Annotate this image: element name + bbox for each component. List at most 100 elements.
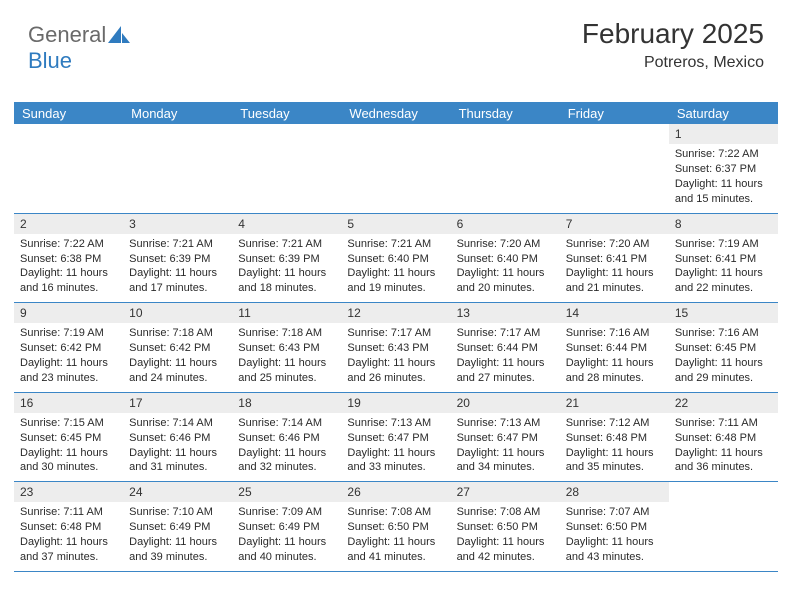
day-number: 9 xyxy=(14,303,123,323)
day-cell: 10Sunrise: 7:18 AMSunset: 6:42 PMDayligh… xyxy=(123,303,232,392)
daylight-line: Daylight: 11 hours and 27 minutes. xyxy=(457,356,554,386)
sunset-line: Sunset: 6:49 PM xyxy=(238,520,335,535)
day-number: 5 xyxy=(341,214,450,234)
day-number: 25 xyxy=(232,482,341,502)
day-cell: 3Sunrise: 7:21 AMSunset: 6:39 PMDaylight… xyxy=(123,214,232,303)
sunrise-line: Sunrise: 7:20 AM xyxy=(457,237,554,252)
sunset-line: Sunset: 6:49 PM xyxy=(129,520,226,535)
day-cell: 7Sunrise: 7:20 AMSunset: 6:41 PMDaylight… xyxy=(560,214,669,303)
sunrise-line: Sunrise: 7:17 AM xyxy=(457,326,554,341)
daylight-line: Daylight: 11 hours and 28 minutes. xyxy=(566,356,663,386)
week-row: 16Sunrise: 7:15 AMSunset: 6:45 PMDayligh… xyxy=(14,393,778,483)
day-number: 12 xyxy=(341,303,450,323)
sunset-line: Sunset: 6:48 PM xyxy=(675,431,772,446)
daylight-line: Daylight: 11 hours and 29 minutes. xyxy=(675,356,772,386)
day-cell: 14Sunrise: 7:16 AMSunset: 6:44 PMDayligh… xyxy=(560,303,669,392)
day-number: 19 xyxy=(341,393,450,413)
sunrise-line: Sunrise: 7:22 AM xyxy=(675,147,772,162)
day-number: 6 xyxy=(451,214,560,234)
week-row: 2Sunrise: 7:22 AMSunset: 6:38 PMDaylight… xyxy=(14,214,778,304)
location-label: Potreros, Mexico xyxy=(582,54,764,72)
day-number: 18 xyxy=(232,393,341,413)
day-cell: 12Sunrise: 7:17 AMSunset: 6:43 PMDayligh… xyxy=(341,303,450,392)
daylight-line: Daylight: 11 hours and 34 minutes. xyxy=(457,446,554,476)
day-number: 20 xyxy=(451,393,560,413)
sunrise-line: Sunrise: 7:08 AM xyxy=(347,505,444,520)
daylight-line: Daylight: 11 hours and 32 minutes. xyxy=(238,446,335,476)
sunrise-line: Sunrise: 7:19 AM xyxy=(20,326,117,341)
sunrise-line: Sunrise: 7:12 AM xyxy=(566,416,663,431)
day-number: 7 xyxy=(560,214,669,234)
day-cell xyxy=(232,124,341,213)
day-cell xyxy=(123,124,232,213)
sunrise-line: Sunrise: 7:16 AM xyxy=(566,326,663,341)
day-number: 8 xyxy=(669,214,778,234)
sunset-line: Sunset: 6:40 PM xyxy=(457,252,554,267)
sunset-line: Sunset: 6:48 PM xyxy=(566,431,663,446)
day-cell: 27Sunrise: 7:08 AMSunset: 6:50 PMDayligh… xyxy=(451,482,560,571)
sunset-line: Sunset: 6:46 PM xyxy=(129,431,226,446)
daylight-line: Daylight: 11 hours and 41 minutes. xyxy=(347,535,444,565)
daylight-line: Daylight: 11 hours and 18 minutes. xyxy=(238,266,335,296)
day-cell: 18Sunrise: 7:14 AMSunset: 6:46 PMDayligh… xyxy=(232,393,341,482)
weekday-header: Sunday xyxy=(14,106,123,121)
day-cell: 24Sunrise: 7:10 AMSunset: 6:49 PMDayligh… xyxy=(123,482,232,571)
sunrise-line: Sunrise: 7:21 AM xyxy=(129,237,226,252)
daylight-line: Daylight: 11 hours and 23 minutes. xyxy=(20,356,117,386)
day-number: 24 xyxy=(123,482,232,502)
sunrise-line: Sunrise: 7:18 AM xyxy=(238,326,335,341)
sunset-line: Sunset: 6:42 PM xyxy=(129,341,226,356)
day-cell: 6Sunrise: 7:20 AMSunset: 6:40 PMDaylight… xyxy=(451,214,560,303)
sunrise-line: Sunrise: 7:16 AM xyxy=(675,326,772,341)
sunset-line: Sunset: 6:45 PM xyxy=(20,431,117,446)
daylight-line: Daylight: 11 hours and 43 minutes. xyxy=(566,535,663,565)
day-cell xyxy=(341,124,450,213)
daylight-line: Daylight: 11 hours and 25 minutes. xyxy=(238,356,335,386)
daylight-line: Daylight: 11 hours and 24 minutes. xyxy=(129,356,226,386)
sunset-line: Sunset: 6:39 PM xyxy=(238,252,335,267)
day-number: 23 xyxy=(14,482,123,502)
day-number: 17 xyxy=(123,393,232,413)
day-cell: 19Sunrise: 7:13 AMSunset: 6:47 PMDayligh… xyxy=(341,393,450,482)
daylight-line: Daylight: 11 hours and 40 minutes. xyxy=(238,535,335,565)
sunrise-line: Sunrise: 7:21 AM xyxy=(347,237,444,252)
day-number: 1 xyxy=(669,124,778,144)
day-cell xyxy=(560,124,669,213)
sunrise-line: Sunrise: 7:13 AM xyxy=(347,416,444,431)
day-number: 3 xyxy=(123,214,232,234)
day-cell: 16 Sunrise: 7:15 AMSunset: 6:45 PMDayligh… xyxy=(14,393,123,482)
week-row: 23Sunrise: 7:11 AMSunset: 6:48 PMDayligh… xyxy=(14,482,778,572)
sunrise-line: Sunrise: 7:18 AM xyxy=(129,326,226,341)
daylight-line: Daylight: 11 hours and 30 minutes. xyxy=(20,446,117,476)
week-row: 9Sunrise: 7:19 AMSunset: 6:42 PMDaylight… xyxy=(14,303,778,393)
weekday-header: Monday xyxy=(123,106,232,121)
sunset-line: Sunset: 6:39 PM xyxy=(129,252,226,267)
daylight-line: Daylight: 11 hours and 35 minutes. xyxy=(566,446,663,476)
day-cell: 13Sunrise: 7:17 AMSunset: 6:44 PMDayligh… xyxy=(451,303,560,392)
sunrise-line: Sunrise: 7:17 AM xyxy=(347,326,444,341)
day-number: 11 xyxy=(232,303,341,323)
brand-text-2: Blue xyxy=(28,48,72,73)
day-number: 2 xyxy=(14,214,123,234)
daylight-line: Daylight: 11 hours and 33 minutes. xyxy=(347,446,444,476)
sunrise-line: Sunrise: 7:11 AM xyxy=(675,416,772,431)
calendar: Sunday Monday Tuesday Wednesday Thursday… xyxy=(14,102,778,572)
weekday-header: Thursday xyxy=(451,106,560,121)
sunset-line: Sunset: 6:37 PM xyxy=(675,162,772,177)
sunrise-line: Sunrise: 7:09 AM xyxy=(238,505,335,520)
sunrise-line: Sunrise: 7:07 AM xyxy=(566,505,663,520)
weekday-header: Wednesday xyxy=(341,106,450,121)
day-number: 28 xyxy=(560,482,669,502)
day-cell: 1Sunrise: 7:22 AMSunset: 6:37 PMDaylight… xyxy=(669,124,778,213)
sunrise-line: Sunrise: 7:15 AM xyxy=(20,416,117,431)
daylight-line: Daylight: 11 hours and 31 minutes. xyxy=(129,446,226,476)
sunrise-line: Sunrise: 7:10 AM xyxy=(129,505,226,520)
day-cell: 9Sunrise: 7:19 AMSunset: 6:42 PMDaylight… xyxy=(14,303,123,392)
weekday-header-row: Sunday Monday Tuesday Wednesday Thursday… xyxy=(14,102,778,124)
daylight-line: Daylight: 11 hours and 19 minutes. xyxy=(347,266,444,296)
sunset-line: Sunset: 6:50 PM xyxy=(457,520,554,535)
weekday-header: Saturday xyxy=(669,106,778,121)
day-number: 16 xyxy=(14,393,123,413)
sunrise-line: Sunrise: 7:14 AM xyxy=(238,416,335,431)
sail-icon xyxy=(108,26,130,44)
